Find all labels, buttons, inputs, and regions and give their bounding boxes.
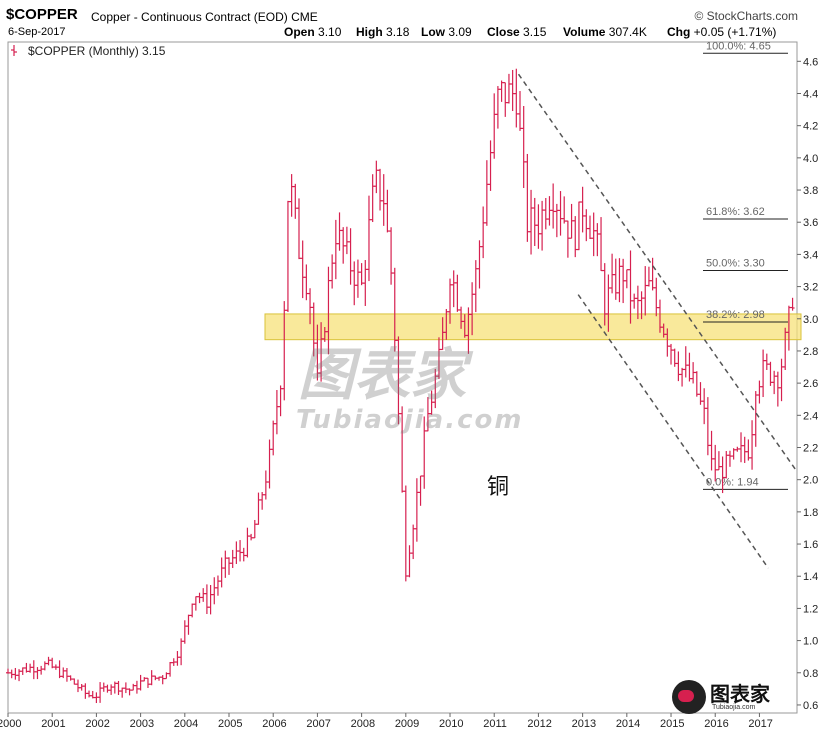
- y-tick-label: 4.0: [803, 153, 818, 165]
- y-tick-label: 2.0: [803, 475, 818, 487]
- y-tick-label: 4.4: [803, 88, 818, 100]
- logo-text: 图表家: [710, 682, 770, 706]
- y-tick-label: 4.2: [803, 121, 818, 133]
- fib-label: 50.0%: 3.30: [706, 257, 765, 269]
- chart-date: 6-Sep-2017: [8, 26, 66, 38]
- fib-label: 0.0%: 1.94: [706, 476, 759, 488]
- annotation-label: 铜: [487, 475, 509, 500]
- watermark-sub: Tubiaojia.com: [296, 405, 524, 435]
- open-label: Open: [284, 25, 315, 39]
- open-field: Open 3.10: [284, 25, 341, 39]
- y-tick-label: 0.8: [803, 668, 818, 680]
- y-tick-label: 2.6: [803, 378, 818, 390]
- close-label: Close: [487, 25, 520, 39]
- change-value: +0.05 (+1.71%): [693, 25, 777, 39]
- close-value: 3.15: [523, 25, 547, 39]
- x-tick-label: 2015: [660, 718, 684, 730]
- change-label: Chg: [667, 25, 691, 39]
- fib-label: 38.2%: 2.98: [706, 309, 765, 321]
- y-tick-label: 2.2: [803, 442, 818, 454]
- x-tick-label: 2000: [0, 718, 21, 730]
- x-tick-label: 2003: [130, 718, 154, 730]
- y-tick-label: 2.8: [803, 346, 818, 358]
- close-field: Close 3.15: [487, 25, 546, 39]
- y-tick-label: 1.6: [803, 539, 818, 551]
- logo-subtext: Tubiaojia.com: [712, 704, 756, 711]
- change-field: Chg +0.05 (+1.71%): [667, 25, 776, 39]
- x-tick-label: 2009: [395, 718, 419, 730]
- y-tick-label: 3.0: [803, 314, 818, 326]
- support-band: [264, 313, 802, 341]
- y-tick-label: 3.2: [803, 282, 818, 294]
- x-tick-label: 2005: [218, 718, 242, 730]
- volume-label: Volume: [563, 25, 606, 39]
- volume-field: Volume 307.4K: [563, 25, 647, 39]
- low-value: 3.09: [448, 25, 472, 39]
- y-tick-label: 1.4: [803, 571, 818, 583]
- y-tick-label: 1.2: [803, 603, 818, 615]
- high-label: High: [356, 25, 383, 39]
- channel-line: [517, 73, 798, 473]
- low-field: Low 3.09: [421, 25, 472, 39]
- low-label: Low: [421, 25, 445, 39]
- logo-head-icon: [672, 680, 706, 714]
- y-tick-label: 3.4: [803, 249, 818, 261]
- symbol-title: $COPPER: [6, 6, 78, 23]
- contract-description: Copper - Continuous Contract (EOD) CME: [91, 10, 318, 24]
- x-tick-label: 2013: [572, 718, 596, 730]
- y-tick-label: 3.6: [803, 217, 818, 229]
- plot-frame: [7, 41, 798, 714]
- volume-value: 307.4K: [608, 25, 647, 39]
- high-field: High 3.18: [356, 25, 409, 39]
- x-tick-label: 2004: [174, 718, 198, 730]
- y-tick-label: 2.4: [803, 410, 818, 422]
- logo-mark-icon: [678, 690, 694, 702]
- channel-line: [577, 294, 769, 569]
- x-tick-label: 2012: [527, 718, 551, 730]
- x-tick-label: 2007: [306, 718, 330, 730]
- x-tick-label: 2001: [41, 718, 65, 730]
- fib-label: 100.0%: 4.65: [706, 40, 771, 52]
- y-tick-label: 0.6: [803, 700, 818, 712]
- y-tick-label: 1.8: [803, 507, 818, 519]
- x-tick-label: 2006: [262, 718, 286, 730]
- y-tick-label: 4.6: [803, 56, 818, 68]
- y-tick-label: 3.8: [803, 185, 818, 197]
- fib-label: 61.8%: 3.62: [706, 206, 765, 218]
- open-value: 3.10: [318, 25, 342, 39]
- brand-label[interactable]: © StockCharts.com: [694, 9, 798, 23]
- x-tick-label: 2016: [704, 718, 728, 730]
- logo-badge: 图表家 Tubiaojia.com: [672, 676, 802, 716]
- x-tick-label: 2017: [748, 718, 772, 730]
- x-tick-label: 2002: [85, 718, 109, 730]
- high-value: 3.18: [386, 25, 410, 39]
- x-tick-label: 2011: [483, 718, 507, 730]
- legend-label: $COPPER (Monthly) 3.15: [28, 44, 166, 58]
- x-tick-label: 2010: [439, 718, 463, 730]
- x-tick-label: 2014: [616, 718, 640, 730]
- watermark-main: 图表家: [298, 343, 466, 408]
- x-tick-label: 2008: [351, 718, 375, 730]
- y-tick-label: 1.0: [803, 636, 818, 648]
